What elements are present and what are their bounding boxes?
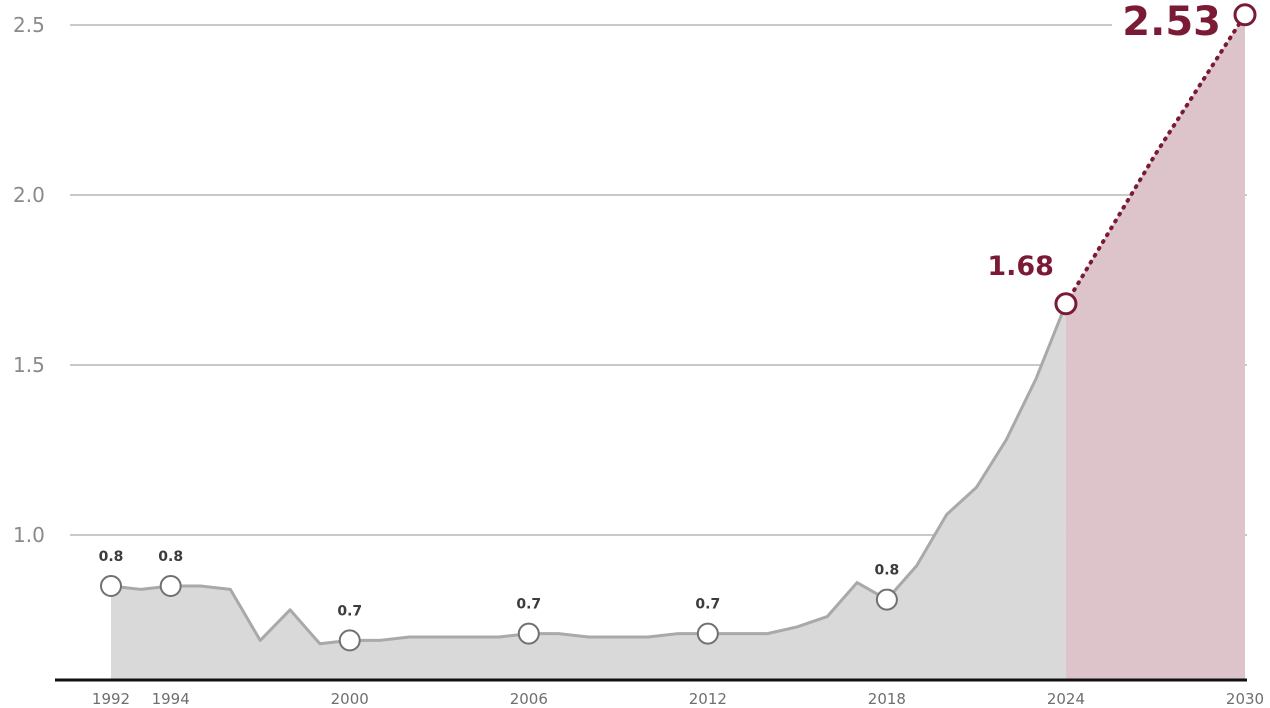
data-label: 0.7 (695, 597, 720, 613)
data-label: 0.8 (158, 549, 183, 565)
data-point-marker (338, 629, 361, 652)
historical-line (110, 303, 1068, 646)
highlight-label: 2.53 (1122, 0, 1221, 45)
highlight-marker (1233, 3, 1257, 27)
y-tick-label: 2.5 (13, 13, 45, 37)
x-tick-label: 2006 (510, 690, 548, 708)
data-point-marker (517, 622, 540, 645)
x-tick-label: 2030 (1226, 690, 1264, 708)
forecast-area (1065, 14, 1245, 681)
x-tick-label: 1994 (152, 690, 190, 708)
data-label: 0.8 (99, 549, 124, 565)
forecast-region (1065, 14, 1245, 681)
x-tick-label: 2018 (868, 690, 906, 708)
data-label: 0.8 (874, 563, 899, 579)
highlight-label: 1.68 (987, 251, 1054, 282)
y-axis-ticks: 1.0 1.5 2.0 2.5 (13, 13, 45, 547)
x-tick-label: 2000 (331, 690, 369, 708)
y-tick-label: 1.5 (13, 353, 45, 377)
data-point-marker (159, 575, 182, 597)
historical-area (111, 303, 1066, 680)
y-tick-label: 2.0 (13, 183, 45, 207)
x-tick-label: 2024 (1047, 690, 1085, 708)
x-tick-label: 1992 (92, 690, 130, 708)
data-point-marker (100, 575, 122, 597)
data-point-marker (875, 588, 898, 611)
data-label: 0.7 (516, 597, 541, 613)
data-labels: 0.8 0.8 0.7 0.7 0.7 0.8 1.68 2.53 (99, 0, 1221, 619)
data-point-marker (696, 622, 719, 645)
x-tick-label: 2012 (689, 690, 727, 708)
highlight-marker (1054, 292, 1078, 316)
projection-line (1063, 12, 1247, 306)
y-tick-label: 1.0 (13, 523, 45, 547)
series-lines (110, 12, 1247, 646)
x-axis-ticks: 1992 1994 2000 2006 2012 2018 2024 2030 (92, 690, 1264, 708)
data-label: 0.7 (337, 603, 362, 619)
area-fills (111, 303, 1066, 680)
data-markers (100, 3, 1257, 652)
